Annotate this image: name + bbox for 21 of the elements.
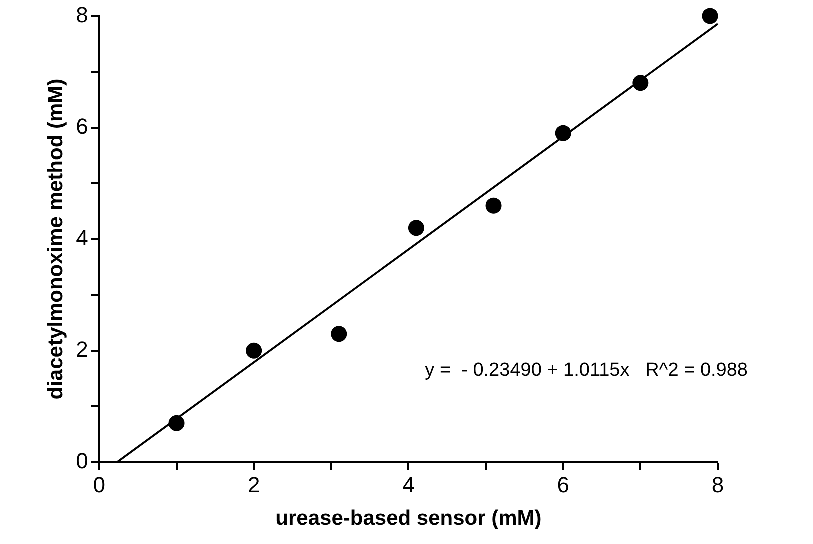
annotation: y = - 0.23490 + 1.0115x R^2 = 0.988 xyxy=(425,360,748,382)
x-tick-label: 8 xyxy=(712,472,724,498)
point xyxy=(555,125,572,142)
point xyxy=(246,342,262,359)
y-axis-title: diacetylmonoxime method (mM) xyxy=(44,78,68,400)
point xyxy=(486,198,502,214)
x-axis-title: urease-based sensor (mM) xyxy=(276,507,542,530)
point xyxy=(168,415,185,432)
y-tick-label: 6 xyxy=(76,114,88,139)
y-tick-label: 4 xyxy=(76,225,88,250)
y-tick-label: 0 xyxy=(76,448,88,474)
point xyxy=(331,326,348,342)
x-tick-label: 6 xyxy=(557,472,570,498)
x-tick-label: 2 xyxy=(248,472,260,498)
point xyxy=(408,220,424,236)
point xyxy=(702,8,718,24)
point xyxy=(632,75,649,92)
y-tick-label: 2 xyxy=(76,336,88,362)
x-tick-label: 0 xyxy=(93,472,106,498)
y-tick-label: 8 xyxy=(76,2,88,28)
x-tick-label: 4 xyxy=(402,472,415,498)
